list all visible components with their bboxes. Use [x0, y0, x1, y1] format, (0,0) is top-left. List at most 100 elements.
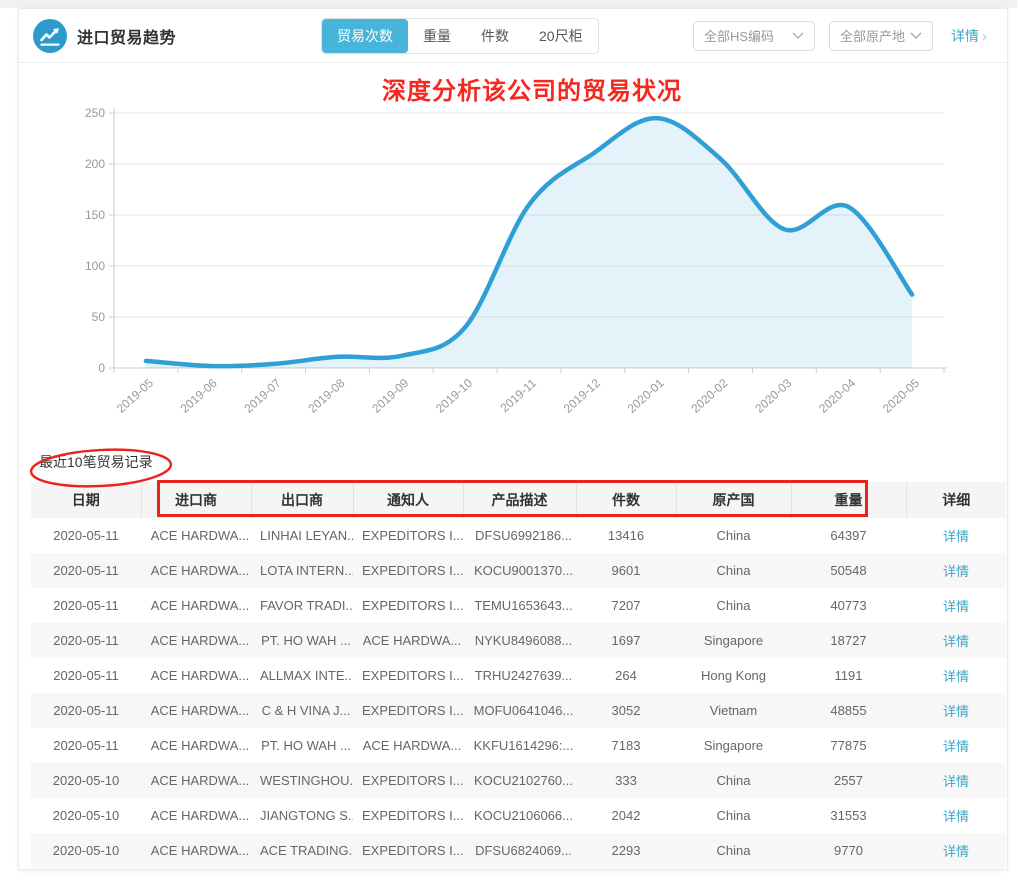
cell-exporter: ALLMAX INTE...: [260, 668, 353, 683]
column-header-weight: 重量: [791, 482, 907, 518]
cell-detail: 详情: [906, 693, 1006, 728]
cell-date: 2020-05-11: [53, 738, 119, 753]
cell-origin-country: China: [716, 843, 751, 858]
cell-pieces: 7207: [611, 598, 641, 613]
cell-product-desc: KOCU2106066...: [473, 808, 573, 823]
column-header-exporter: 出口商: [251, 482, 354, 518]
trend-chart-section: 深度分析该公司的贸易状况 0 50 100 150 200 250 2019-05 2019-…: [19, 63, 1007, 441]
cell-notifier: EXPEDITORS I...: [362, 703, 463, 718]
cell-detail: 详情: [906, 728, 1006, 763]
row-detail-link[interactable]: 详情: [942, 844, 969, 859]
x-axis-label: 2019-07: [242, 376, 284, 416]
cell-notifier: EXPEDITORS I...: [362, 563, 463, 578]
cell-product-desc: MOFU0641046...: [473, 703, 574, 718]
cell-detail: 详情: [906, 588, 1006, 623]
cell-date: 2020-05-11: [53, 563, 119, 578]
hs-code-filter-select[interactable]: 全部HS编码: [693, 20, 815, 51]
cell-weight: 40773: [830, 598, 867, 613]
cell-detail: 详情: [906, 553, 1006, 588]
trend-line-series: [143, 115, 915, 369]
y-axis-label: 200: [85, 157, 105, 171]
tab-trade-count[interactable]: 贸易次数: [322, 18, 409, 53]
cell-pieces: 9601: [611, 563, 641, 578]
panel-header: 进口贸易趋势 贸易次数 重量 件数 20尺柜 全部HS编码 全部原产地 详情 ›: [19, 9, 1007, 63]
column-header-notifier: 通知人: [353, 482, 464, 518]
row-detail-link[interactable]: 详情: [942, 704, 969, 719]
row-detail-link[interactable]: 详情: [942, 774, 969, 789]
cell-exporter: WESTINGHOU...: [260, 773, 353, 788]
cell-weight: 2557: [834, 773, 863, 788]
header-details-link[interactable]: 详情 ›: [951, 27, 987, 45]
y-axis-label: 100: [85, 259, 105, 273]
cell-notifier: EXPEDITORS I...: [362, 598, 463, 613]
cell-exporter: PT. HO WAH ...: [261, 633, 351, 648]
column-header-product-desc: 产品描述: [463, 482, 577, 518]
cell-pieces: 3052: [611, 703, 641, 718]
x-axis-label: 2020-01: [625, 376, 667, 416]
row-detail-link[interactable]: 详情: [942, 599, 969, 614]
cell-exporter: FAVOR TRADI...: [260, 598, 353, 613]
origin-filter-select[interactable]: 全部原产地: [829, 20, 933, 51]
origin-filter-value: 全部原产地: [840, 29, 906, 44]
table-row: 2020-05-11 ACE HARDWA... FAVOR TRADI... EXP…: [31, 588, 1006, 623]
cell-exporter: C & H VINA J...: [261, 703, 351, 718]
tab-pieces[interactable]: 件数: [481, 27, 510, 44]
cell-notifier: EXPEDITORS I...: [362, 773, 463, 788]
red-annotation-title: 深度分析该公司的贸易状况: [382, 78, 682, 105]
cell-origin-country: China: [716, 773, 751, 788]
x-axis-label: 2019-11: [498, 376, 540, 415]
cell-notifier: EXPEDITORS I...: [362, 843, 463, 858]
table-row: 2020-05-11 ACE HARDWA... PT. HO WAH ... ACE…: [31, 623, 1006, 658]
cell-date: 2020-05-10: [52, 808, 120, 823]
x-axis-label: 2020-05: [880, 376, 922, 416]
cell-weight: 77875: [830, 738, 867, 753]
column-header-origin-country: 原产国: [676, 482, 792, 518]
cell-product-desc: KOCU2102760...: [473, 773, 573, 788]
table-row: 2020-05-11 ACE HARDWA... LOTA INTERN... EXP…: [31, 553, 1006, 588]
row-detail-link[interactable]: 详情: [942, 669, 969, 684]
table-header-row: 日期 进口商 出口商 通知人 产品描述 件数 原产国 重量 详细: [31, 482, 1006, 518]
chevron-down-icon: [792, 32, 804, 39]
x-axis-label: 2019-12: [561, 376, 603, 416]
cell-importer: ACE HARDWA...: [150, 528, 250, 543]
cell-pieces: 2293: [611, 843, 641, 858]
row-detail-link[interactable]: 详情: [942, 529, 969, 544]
area-fill: [145, 118, 913, 368]
row-detail-link[interactable]: 详情: [942, 809, 969, 824]
tab-weight[interactable]: 重量: [423, 27, 452, 44]
cell-pieces: 333: [615, 773, 637, 788]
table-row: 2020-05-11 ACE HARDWA... ALLMAX INTE... EXP…: [31, 658, 1006, 693]
column-header-importer: 进口商: [141, 482, 252, 518]
table-row: 2020-05-11 ACE HARDWA... PT. HO WAH ... ACE…: [31, 728, 1006, 763]
row-detail-link[interactable]: 详情: [942, 739, 969, 754]
cell-date: 2020-05-11: [53, 703, 119, 718]
row-detail-link[interactable]: 详情: [942, 634, 969, 649]
column-header-detail: 详细: [906, 482, 1006, 518]
cell-origin-country: China: [716, 528, 751, 543]
x-axis-label: 2020-03: [752, 376, 794, 416]
cell-origin-country: China: [716, 808, 751, 823]
recent-records-section: 最近10笔贸易记录 日期 进口商 出口商 通知人 产品描述 件数 原产国 重量 详细 2020-…: [19, 453, 1007, 868]
cell-origin-country: Vietnam: [709, 703, 758, 718]
row-detail-link[interactable]: 详情: [942, 564, 969, 579]
import-trade-trend-panel: 进口贸易趋势 贸易次数 重量 件数 20尺柜 全部HS编码 全部原产地 详情 › 深度分…: [18, 8, 1008, 870]
cell-pieces: 1697: [611, 633, 641, 648]
metric-tab-group: 贸易次数 重量 件数 20尺柜: [321, 17, 599, 54]
table-row: 2020-05-11 ACE HARDWA... C & H VINA J... EX…: [31, 693, 1006, 728]
cell-exporter: ACE TRADING...: [260, 843, 353, 858]
cell-date: 2020-05-11: [53, 668, 119, 683]
header-filters: 全部HS编码 全部原产地 详情 ›: [693, 20, 987, 51]
cell-detail: 详情: [906, 623, 1006, 658]
cell-weight: 64397: [830, 528, 867, 543]
cell-pieces: 7183: [611, 738, 641, 753]
x-axis-label: 2020-04: [816, 376, 858, 416]
tab-20ft-container[interactable]: 20尺柜: [539, 27, 583, 44]
table-row: 2020-05-10 ACE HARDWA... JIANGTONG S... EXP…: [31, 798, 1006, 833]
cell-detail: 详情: [906, 658, 1006, 693]
cell-importer: ACE HARDWA...: [150, 668, 250, 683]
column-header-pieces: 件数: [576, 482, 677, 518]
cell-notifier: ACE HARDWA...: [362, 738, 462, 753]
x-axis-label: 2019-08: [305, 376, 347, 416]
cell-pieces: 13416: [607, 528, 645, 543]
cell-importer: ACE HARDWA...: [150, 773, 250, 788]
